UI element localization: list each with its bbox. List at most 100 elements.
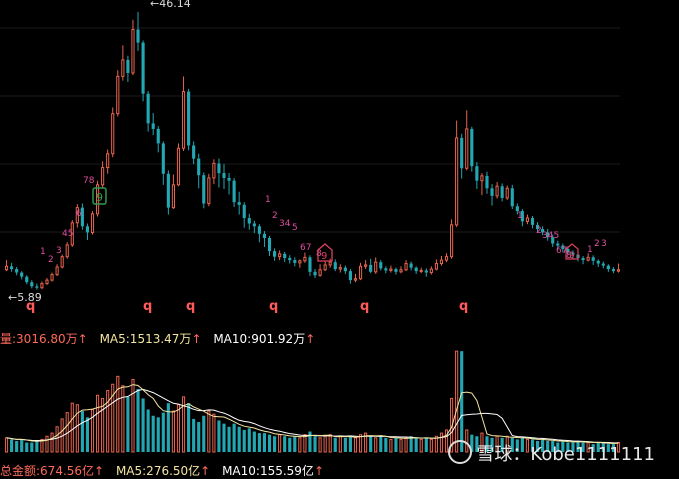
volume-bar-up [40,438,44,453]
amount-header: 总金额:674.56亿↑ MA5:276.50亿↑ MA10:155.59亿↑ [0,464,324,478]
candle-body-down [490,188,494,196]
candle-body-down [141,42,145,94]
candle-body-up [121,59,125,77]
seq-label: 8 [566,251,572,261]
volume-bar-up [374,437,378,453]
volume-bar-up [55,426,59,453]
candle-body-down [384,268,388,271]
volume-bar-down [30,442,34,452]
candle-body-up [4,265,9,271]
volume-bar-down [520,437,524,452]
candle-body-down [35,286,39,288]
q-marker: q [269,299,278,314]
candle-body-up [55,266,59,276]
volume-bar-up [429,438,433,453]
seq-label: 2 [536,226,542,236]
candle-body-down [10,266,14,270]
seq-label: 2 [272,211,278,221]
candle-body-down [257,226,261,234]
candle-body-up [65,244,69,258]
candle-body-down [348,271,352,281]
amount-ma10: MA10:155.59亿 [222,464,314,478]
volume-bar-down [546,440,550,452]
volume-bar-up [212,413,216,453]
candle-body-up [419,269,423,272]
candle-body-down [85,226,90,233]
volume-bar-up [364,432,368,453]
amount-value: 总金额:674.56亿 [0,464,95,478]
volume-bar-down [35,440,39,452]
candle-body-down [515,206,519,212]
candle-body-up [444,256,449,261]
volume-bar-down [308,431,312,452]
candle-body-down [535,224,540,230]
volume-value: 量:3016.80万 [0,332,78,346]
candle-body-down [227,177,231,181]
volume-bar-up [389,438,393,453]
volume-bar-up [439,432,444,453]
candle-body-up [303,256,307,262]
candle-body-down [197,158,201,176]
volume-header: 量:3016.80万↑ MA5:1513.47万↑ MA10:901.92万↑ [0,332,316,346]
candle-body-down [283,253,287,259]
seq-label: 8 [316,249,322,259]
candle-body-up [616,269,621,272]
nine-badge-up: 9 [92,187,107,205]
candle-body-down [520,211,524,222]
candle-body-up [525,217,530,222]
seq-label: 1 [517,211,523,221]
snowball-logo-icon [448,440,473,464]
candle-body-up [50,274,54,281]
volume-bar-down [576,440,580,452]
low-price-label: ←5.89 [8,291,42,304]
candle-body-down [156,128,160,144]
candle-body-up [465,128,469,169]
volume-bar-down [530,439,535,452]
candle-body-up [429,268,433,274]
candle-body-down [146,93,150,124]
amount-ma5: MA5:276.50亿 [115,464,201,478]
volume-bar-down [156,417,160,452]
seq-label: 2 [48,255,54,265]
candle-body-up [323,264,327,271]
candle-body-down [247,217,251,224]
candle-body-down [136,29,140,43]
candle-body-down [20,272,24,277]
volume-bar-down [10,439,14,452]
q-marker: q [459,299,468,314]
volume-ma-lines [6,384,619,445]
seq-label: 1 [40,247,46,257]
candle-body-up [70,222,74,246]
volume-bar-down [242,429,246,452]
candle-body-down [273,251,277,257]
volume-bar-down [197,422,201,452]
volume-bar-down [490,437,494,452]
candle-body-down [222,173,226,178]
candle-body-down [601,263,605,266]
nine-badge-label: 9 [569,251,575,261]
candle-body-down [217,163,221,174]
candle-body-up [439,259,444,265]
volume-bar-down [192,418,196,452]
candle-body-down [460,137,464,169]
candle-body-down [313,271,317,276]
q-marker: q [186,299,195,314]
candle-body-down [510,188,514,207]
candle-body-down [500,186,504,198]
candle-body-up [480,175,484,182]
candle-body-down [566,249,570,253]
candle-body-down [151,123,155,129]
seq-label: 6 [76,209,82,219]
volume-bar-down [126,396,130,452]
volume-bar-down [15,440,19,452]
volume-bar-down [136,388,140,452]
volume-bar-down [596,442,600,452]
seq-label: 3 [601,239,607,249]
candle-body-down [424,270,428,273]
volume-ma5: MA5:1513.47万 [99,332,192,346]
volume-bar-down [161,412,165,452]
candle-body-down [80,207,84,227]
volume-bar-down [227,426,231,452]
volume-bar-down [343,437,347,452]
volume-bar-down [262,433,267,452]
